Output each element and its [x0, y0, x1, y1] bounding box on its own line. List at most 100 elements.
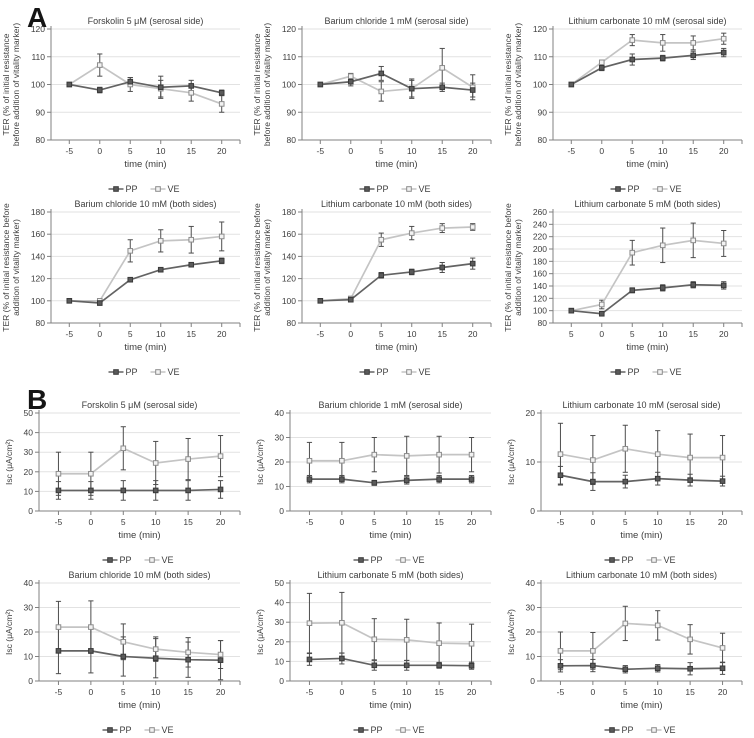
x-tick-label: 20	[719, 329, 729, 339]
y-tick-label: 90	[538, 107, 548, 117]
legend-label: VE	[413, 555, 425, 565]
y-tick-label: 10	[275, 656, 285, 666]
pp-marker	[371, 662, 378, 669]
x-tick-label: 5	[372, 517, 377, 527]
ve-line	[560, 447, 723, 461]
chart-ter-lithium-carbonate-10mm-both: 80 100 120 140 160 180 -5 0 5 10 15 20 time (min) Lit…	[252, 197, 503, 380]
y-axis-label: Isc (μA/cm²)	[255, 609, 265, 655]
chart-svg: 80 100 120 140 160 180 -5 0 5 10 15 20 time (min) Lit…	[252, 199, 492, 377]
y-tick-label: 10	[526, 457, 536, 467]
ve-marker	[654, 451, 661, 457]
ve-marker	[217, 651, 224, 658]
y-axis-label: TER (% of initial resistance before	[252, 203, 262, 332]
y-axis-label: Isc (μA/cm²)	[4, 609, 14, 655]
chart-title: Lithium carbonate 10 mM (both sides)	[566, 570, 717, 580]
pp-marker	[629, 56, 636, 63]
ve-marker	[598, 59, 605, 66]
pp-marker	[557, 472, 564, 479]
x-axis-label: time (min)	[620, 530, 662, 541]
pp-marker	[339, 476, 345, 482]
legend-label: VE	[168, 184, 180, 194]
y-tick-label: 90	[287, 107, 297, 117]
x-tick-label: 0	[599, 329, 604, 339]
x-tick-label: -5	[66, 329, 74, 339]
pp-marker	[557, 663, 564, 669]
panel-a-grid: 80 90 100 110 120 -5 0 5 10 15 20 time (min) Forskol…	[1, 14, 754, 380]
ve-marker	[659, 242, 666, 249]
legend-marker	[358, 727, 364, 733]
pp-marker	[347, 78, 354, 85]
pp-marker	[598, 65, 605, 71]
y-tick-label: 110	[31, 52, 45, 62]
legend-label: PP	[126, 367, 138, 377]
y-tick-label: 10	[24, 486, 34, 496]
ve-marker	[439, 65, 446, 71]
chart-ter-barium-chloride-1mm-serosal: 80 90 100 110 120 -5 0 5 10 15 20 time (min) Barium …	[252, 14, 503, 197]
pp-marker	[152, 655, 159, 662]
legend-label: PP	[622, 725, 634, 735]
legend-marker	[107, 557, 113, 563]
ve-marker	[347, 73, 354, 79]
pp-marker	[217, 486, 224, 493]
y-axis-label: TER (% of initial resistance	[503, 33, 513, 135]
pp-marker	[436, 476, 442, 482]
chart-title: Lithium carbonate 10 mM (both sides)	[321, 199, 472, 209]
pp-marker	[469, 260, 476, 267]
y-tick-label: 0	[530, 676, 535, 686]
legend-label: VE	[670, 367, 682, 377]
chart-ter-barium-chloride-10mm-both: 80 100 120 140 160 180 -5 0 5 10 15 20 time (min) Bar…	[1, 197, 252, 380]
pp-marker	[720, 282, 727, 289]
x-tick-label: 10	[407, 329, 417, 339]
y-tick-label: 80	[287, 318, 297, 328]
y-tick-label: 0	[28, 676, 33, 686]
chart-isc-lithium-carbonate-10mm-serosal: 0 10 20 -5 0 5 10 15 20 time (min) Lithium carbona…	[503, 398, 754, 568]
pp-marker	[347, 296, 354, 303]
chart-svg: 80 100 120 140 160 180 200 220 240 260 5 0 5 10 15 20 ti…	[503, 199, 743, 377]
ve-line	[58, 447, 221, 475]
chart-title: Lithium carbonate 5 mM (both sides)	[317, 570, 463, 580]
pp-marker	[55, 648, 62, 654]
x-tick-label: 20	[719, 146, 729, 156]
ve-marker	[690, 237, 697, 244]
y-tick-label: 30	[526, 603, 536, 613]
chart-title: Lithium carbonate 5 mM (both sides)	[574, 199, 720, 209]
y-tick-label: 120	[282, 274, 296, 284]
x-tick-label: 0	[340, 687, 345, 697]
x-tick-label: -5	[568, 146, 576, 156]
chart-ter-forskolin-5um-serosal: 80 90 100 110 120 -5 0 5 10 15 20 time (min) Forskol…	[1, 14, 252, 197]
ve-marker	[218, 101, 225, 107]
y-tick-label: 100	[282, 80, 296, 90]
x-axis-label: time (min)	[369, 700, 411, 711]
legend-label: VE	[168, 367, 180, 377]
ve-marker	[468, 640, 475, 647]
pp-marker	[157, 84, 164, 91]
y-tick-label: 140	[282, 251, 296, 261]
pp-marker	[66, 81, 73, 88]
chart-svg: 80 90 100 110 120 -5 0 5 10 15 20 time (min) Lithium…	[503, 16, 743, 194]
pp-marker	[88, 487, 94, 494]
legend-label: PP	[371, 725, 383, 735]
x-tick-label: 10	[151, 517, 161, 527]
y-tick-label: 180	[31, 207, 45, 217]
pp-marker	[622, 666, 629, 673]
ve-marker	[120, 445, 127, 452]
legend-label: VE	[419, 367, 431, 377]
x-tick-label: 0	[348, 146, 353, 156]
y-tick-label: 80	[538, 318, 548, 328]
legend-marker	[107, 727, 113, 733]
y-axis-label: Isc (μA/cm²)	[506, 609, 516, 655]
ve-line	[571, 239, 724, 312]
legend-label: VE	[162, 555, 174, 565]
legend-label: PP	[120, 725, 132, 735]
ve-line	[68, 64, 223, 105]
pp-marker	[120, 653, 127, 660]
ve-marker	[557, 648, 564, 654]
panel-a-label: A	[27, 2, 48, 33]
ve-marker	[55, 470, 62, 477]
ve-marker	[339, 457, 345, 464]
pp-line	[320, 262, 473, 302]
y-axis-label: TER (% of initial resistance before	[503, 203, 513, 332]
pp-marker	[568, 307, 575, 314]
ve-marker	[439, 225, 446, 231]
pp-marker	[127, 78, 134, 85]
